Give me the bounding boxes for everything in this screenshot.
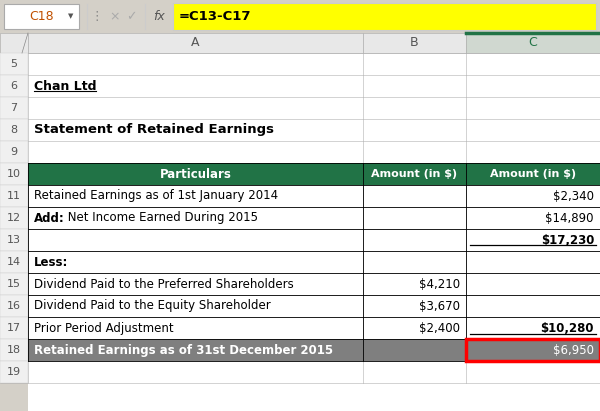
Text: Prior Period Adjustment: Prior Period Adjustment <box>34 321 173 335</box>
Text: B: B <box>410 37 419 49</box>
Text: Less:: Less: <box>34 256 68 268</box>
Bar <box>28 163 600 185</box>
Text: C: C <box>529 37 538 49</box>
Text: Statement of Retained Earnings: Statement of Retained Earnings <box>34 123 274 136</box>
Bar <box>0 119 28 141</box>
Bar <box>0 0 600 33</box>
Text: 10: 10 <box>7 169 21 179</box>
Text: 9: 9 <box>10 147 17 157</box>
Text: $17,230: $17,230 <box>541 233 594 247</box>
Text: A: A <box>191 37 200 49</box>
Text: Amount (in $): Amount (in $) <box>490 169 576 179</box>
Bar <box>0 295 28 317</box>
Bar <box>0 317 28 339</box>
Text: ▼: ▼ <box>68 14 74 19</box>
Bar <box>28 33 363 53</box>
Text: Retained Earnings as of 31st December 2015: Retained Earnings as of 31st December 20… <box>34 344 333 356</box>
Text: 7: 7 <box>10 103 17 113</box>
Text: 11: 11 <box>7 191 21 201</box>
Text: Dividend Paid to the Equity Shareholder: Dividend Paid to the Equity Shareholder <box>34 300 271 312</box>
Text: fx: fx <box>153 10 165 23</box>
Text: Dividend Paid to the Preferred Shareholders: Dividend Paid to the Preferred Sharehold… <box>34 277 294 291</box>
Text: 18: 18 <box>7 345 21 355</box>
Bar <box>0 97 28 119</box>
Text: =C13-C17: =C13-C17 <box>179 10 251 23</box>
Bar <box>0 229 28 251</box>
Text: $4,210: $4,210 <box>419 277 460 291</box>
Bar <box>0 141 28 163</box>
Bar <box>0 251 28 273</box>
Text: 12: 12 <box>7 213 21 223</box>
Text: 19: 19 <box>7 367 21 377</box>
Bar <box>0 53 28 75</box>
Bar <box>466 339 600 361</box>
Text: ×: × <box>110 10 120 23</box>
Text: Add:: Add: <box>34 212 65 224</box>
Bar <box>363 33 466 53</box>
Text: $6,950: $6,950 <box>553 344 594 356</box>
Text: C18: C18 <box>29 10 54 23</box>
Text: 13: 13 <box>7 235 21 245</box>
Text: ✓: ✓ <box>126 10 136 23</box>
Bar <box>0 339 28 361</box>
Text: 6: 6 <box>11 81 17 91</box>
Bar <box>28 53 600 411</box>
Bar <box>0 273 28 295</box>
Bar <box>28 339 600 361</box>
Bar <box>0 185 28 207</box>
Text: Chan Ltd: Chan Ltd <box>34 79 97 92</box>
Text: Retained Earnings as of 1st January 2014: Retained Earnings as of 1st January 2014 <box>34 189 278 203</box>
Text: 16: 16 <box>7 301 21 311</box>
Text: 8: 8 <box>10 125 17 135</box>
Text: ⋮: ⋮ <box>91 10 103 23</box>
Text: Net Income Earned During 2015: Net Income Earned During 2015 <box>64 212 258 224</box>
Bar <box>0 207 28 229</box>
Bar <box>466 33 600 53</box>
Bar <box>0 33 28 53</box>
Text: $10,280: $10,280 <box>541 321 594 335</box>
Text: Particulars: Particulars <box>160 168 232 180</box>
Text: 5: 5 <box>11 59 17 69</box>
Bar <box>4 4 79 29</box>
Bar <box>173 3 596 30</box>
Bar <box>0 361 28 383</box>
Text: $3,670: $3,670 <box>419 300 460 312</box>
Text: 14: 14 <box>7 257 21 267</box>
Text: $2,400: $2,400 <box>419 321 460 335</box>
Text: $2,340: $2,340 <box>553 189 594 203</box>
Bar <box>0 163 28 185</box>
Bar <box>0 75 28 97</box>
Text: 17: 17 <box>7 323 21 333</box>
Text: $14,890: $14,890 <box>545 212 594 224</box>
Text: Amount (in $): Amount (in $) <box>371 169 458 179</box>
Text: 15: 15 <box>7 279 21 289</box>
